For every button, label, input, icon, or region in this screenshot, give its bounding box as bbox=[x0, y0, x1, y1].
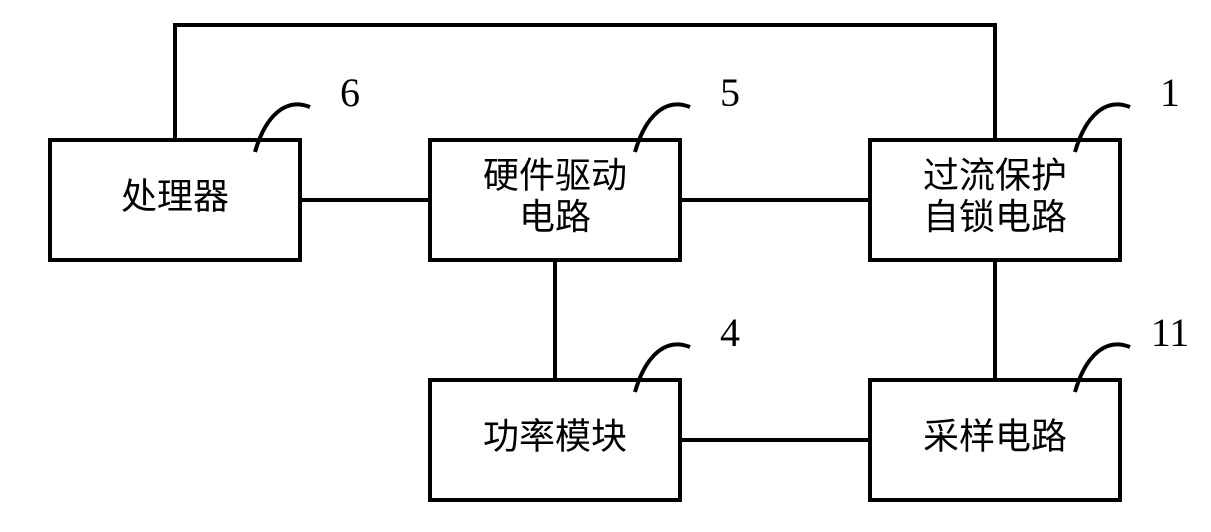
number-sample: 11 bbox=[1151, 310, 1190, 355]
node-processor-label-0: 处理器 bbox=[121, 176, 229, 216]
number-processor: 6 bbox=[340, 70, 360, 115]
node-driver-label-1: 电路 bbox=[519, 197, 591, 237]
number-power: 4 bbox=[720, 310, 740, 355]
node-ocp-label-1: 自锁电路 bbox=[923, 197, 1067, 237]
node-driver-label-0: 硬件驱动 bbox=[483, 156, 627, 196]
node-power-label-0: 功率模块 bbox=[483, 416, 627, 456]
number-ocp: 1 bbox=[1160, 70, 1180, 115]
node-ocp-label-0: 过流保护 bbox=[923, 156, 1067, 196]
number-driver: 5 bbox=[720, 70, 740, 115]
node-sample-label-0: 采样电路 bbox=[923, 416, 1067, 456]
edge-ocp-processor-feedback bbox=[175, 25, 995, 140]
